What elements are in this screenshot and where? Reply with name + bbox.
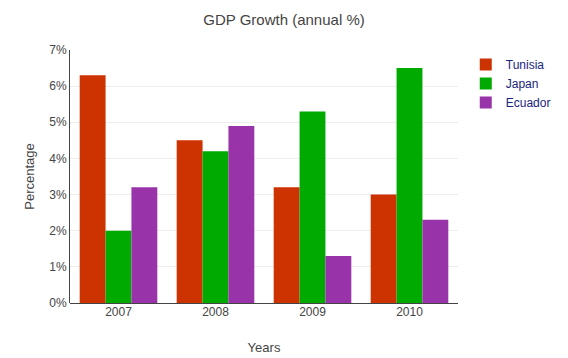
svg-text:3%: 3%	[49, 188, 67, 202]
svg-text:7%: 7%	[49, 43, 67, 57]
svg-text:2008: 2008	[202, 305, 229, 319]
svg-text:2%: 2%	[49, 224, 67, 238]
svg-text:2009: 2009	[299, 305, 326, 319]
svg-text:Japan: Japan	[506, 77, 539, 91]
svg-text:1%: 1%	[49, 260, 67, 274]
svg-text:6%: 6%	[49, 79, 67, 93]
svg-text:5%: 5%	[49, 115, 67, 129]
svg-text:2007: 2007	[105, 305, 132, 319]
svg-text:0%: 0%	[49, 296, 67, 310]
svg-text:Ecuador: Ecuador	[506, 96, 551, 110]
svg-text:Percentage: Percentage	[22, 143, 37, 210]
svg-text:Years: Years	[248, 340, 281, 355]
svg-text:GDP Growth (annual %): GDP Growth (annual %)	[203, 11, 364, 28]
svg-text:Tunisia: Tunisia	[506, 58, 545, 72]
svg-text:4%: 4%	[49, 152, 67, 166]
svg-text:2010: 2010	[396, 305, 423, 319]
